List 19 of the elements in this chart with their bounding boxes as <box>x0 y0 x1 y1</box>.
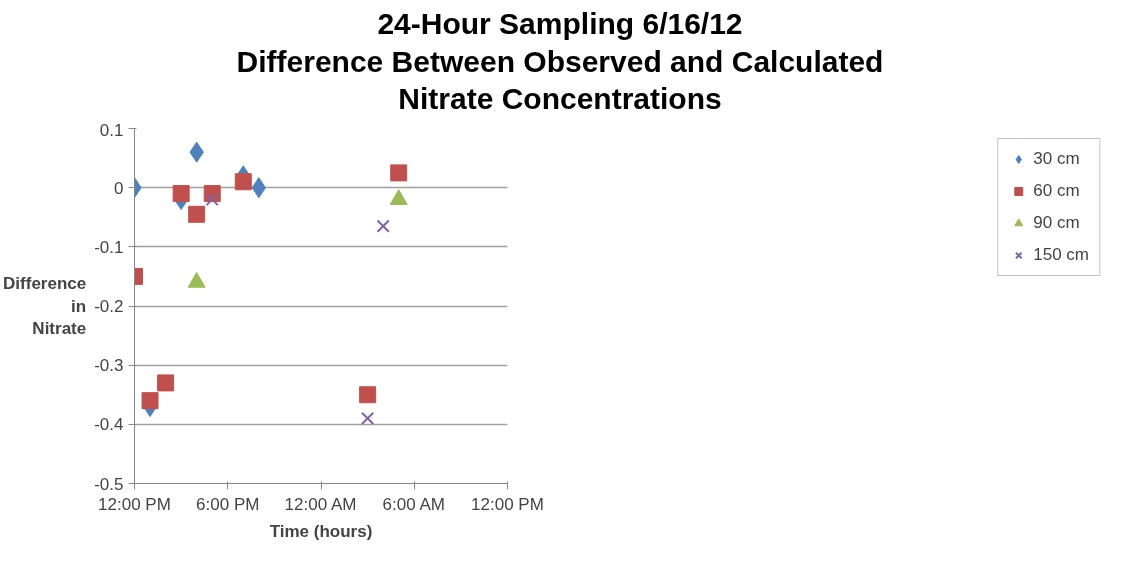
y-tick-label: -0.2 <box>94 296 124 316</box>
y-tick-label: 0 <box>114 178 124 198</box>
x-tick-label: 12:00 AM <box>284 494 357 513</box>
legend-label: 90 cm <box>1033 212 1080 233</box>
x-tick-label: 12:00 PM <box>471 494 544 513</box>
chart-title: 24-Hour Sampling 6/16/12 Difference Between Observed and Calculated Nitrate Concentrations <box>236 6 884 117</box>
legend-label: 60 cm <box>1033 180 1080 201</box>
x-tick-label: 12:00 PM <box>98 494 171 513</box>
y-tick-label: -0.4 <box>94 414 124 434</box>
x-tick-label: 6:00 PM <box>196 494 260 513</box>
x-axis-title: Time (hours) <box>269 521 373 540</box>
y-tick-label: -0.1 <box>94 237 124 257</box>
y-tick-label: -0.5 <box>94 474 124 493</box>
x-tick-label: 6:00 AM <box>382 494 445 513</box>
legend-label: 150 cm <box>1033 244 1089 265</box>
y-tick-label: -0.3 <box>94 355 124 375</box>
legend-label: 30 cm <box>1033 148 1080 169</box>
y-axis-title: Difference in Nitrate <box>3 273 87 338</box>
y-tick-label: 0.1 <box>99 120 124 139</box>
